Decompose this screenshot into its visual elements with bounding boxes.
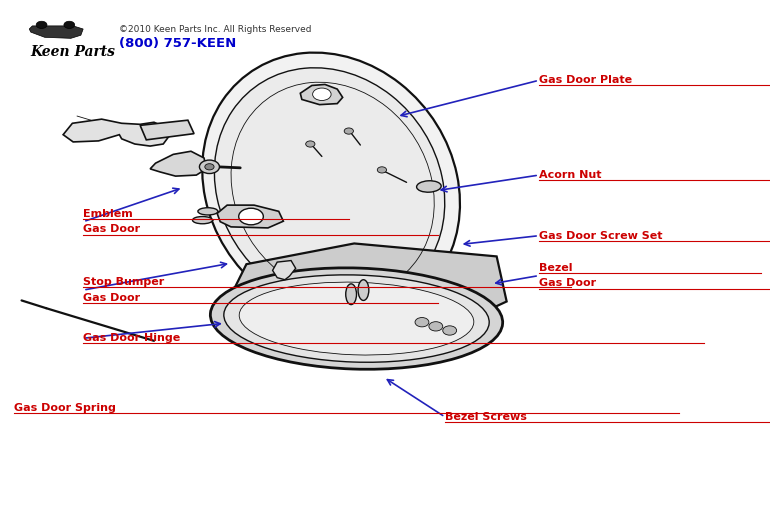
Ellipse shape (417, 181, 441, 192)
Polygon shape (273, 261, 296, 280)
Text: Bezel: Bezel (539, 263, 573, 273)
Polygon shape (63, 119, 169, 146)
Ellipse shape (210, 268, 503, 369)
Circle shape (239, 208, 263, 225)
Circle shape (429, 322, 443, 331)
Text: Gas Door Plate: Gas Door Plate (539, 75, 632, 85)
Ellipse shape (192, 217, 213, 224)
Ellipse shape (198, 208, 218, 215)
Ellipse shape (346, 284, 357, 305)
Text: Gas Door: Gas Door (83, 224, 140, 235)
Polygon shape (140, 120, 194, 140)
Ellipse shape (214, 68, 445, 307)
Text: Gas Door Spring: Gas Door Spring (14, 403, 116, 413)
Text: Acorn Nut: Acorn Nut (539, 170, 601, 180)
Text: Gas Door Screw Set: Gas Door Screw Set (539, 231, 662, 241)
Text: ©2010 Keen Parts Inc. All Rights Reserved: ©2010 Keen Parts Inc. All Rights Reserve… (119, 24, 312, 34)
Circle shape (443, 326, 457, 335)
Circle shape (205, 164, 214, 170)
Ellipse shape (239, 282, 474, 355)
Polygon shape (227, 243, 507, 322)
Polygon shape (217, 205, 283, 228)
Circle shape (415, 318, 429, 327)
Polygon shape (29, 26, 83, 38)
Ellipse shape (203, 53, 460, 320)
Text: (800) 757-KEEN: (800) 757-KEEN (119, 37, 236, 50)
Text: Gas Door Hinge: Gas Door Hinge (83, 333, 180, 343)
Polygon shape (300, 84, 343, 105)
Polygon shape (150, 151, 206, 176)
Text: Stop Bumper: Stop Bumper (83, 277, 165, 287)
Circle shape (199, 160, 219, 174)
Circle shape (306, 141, 315, 147)
Text: Gas Door: Gas Door (539, 278, 596, 289)
Ellipse shape (358, 280, 369, 300)
Circle shape (344, 128, 353, 134)
Text: Keen Parts: Keen Parts (31, 45, 115, 59)
Circle shape (313, 88, 331, 100)
Circle shape (36, 21, 47, 28)
Text: Gas Door: Gas Door (83, 293, 140, 303)
Circle shape (64, 21, 75, 28)
Circle shape (377, 167, 387, 173)
Ellipse shape (224, 275, 489, 362)
Text: Emblem: Emblem (83, 209, 133, 219)
Text: Bezel Screws: Bezel Screws (445, 412, 527, 422)
